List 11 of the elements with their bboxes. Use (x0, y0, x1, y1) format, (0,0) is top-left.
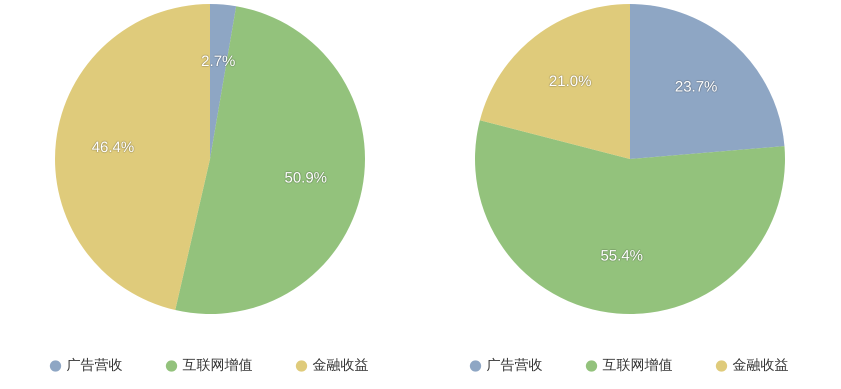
legend-label: 金融收益 (732, 358, 788, 374)
legend-label: 互联网增值 (602, 358, 672, 374)
data-label: 50.9% (284, 169, 328, 186)
data-label: 46.4% (92, 139, 134, 156)
data-label: 21.0% (548, 72, 592, 90)
data-label: 23.7% (674, 78, 718, 96)
legend-label: 互联网增值 (182, 358, 252, 374)
legend-label: 广告营收 (66, 358, 122, 374)
legend-label: 广告营收 (486, 358, 542, 374)
legend-label: 金融收益 (312, 358, 368, 374)
data-label: 55.4% (600, 247, 644, 264)
